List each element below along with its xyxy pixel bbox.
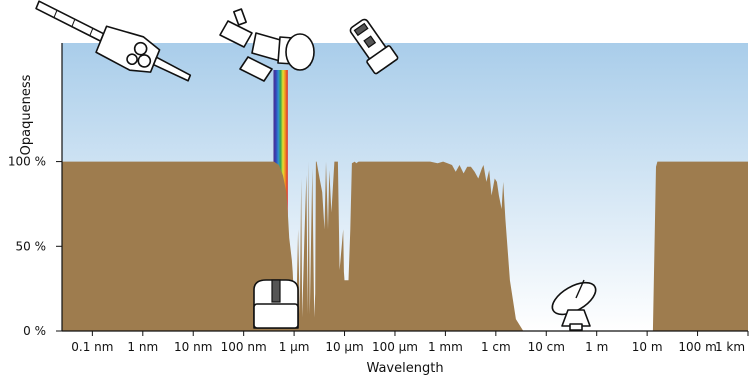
x-tick-label: 10 cm [528, 340, 565, 354]
x-tick-label: 1 nm [127, 340, 158, 354]
ground-optical-telescope-icon [253, 279, 299, 329]
y-tick-label: 0 % [23, 324, 46, 338]
x-tick-label: 100 µm [372, 340, 418, 354]
y-tick-label: 100 % [8, 155, 46, 169]
x-axis-ticks: 0.1 nm 1 nm 10 nm 100 nm 1 µm 10 µm 100 µm 1 mm… [71, 331, 749, 354]
x-tick-label: 1 mm [428, 340, 463, 354]
axes [61, 43, 748, 332]
infrared-satellite-icon [349, 18, 399, 75]
x-tick-label: 10 µm [325, 340, 363, 354]
x-tick-label: 100 nm [221, 340, 267, 354]
atmosphere-opacity-area [62, 161, 748, 331]
radio-dish-icon [551, 279, 597, 331]
x-tick-label: 0.1 nm [71, 340, 113, 354]
x-tick-label: 1 km [715, 340, 745, 354]
x-tick-label: 100 m [678, 340, 716, 354]
y-tick-label: 50 % [16, 239, 47, 253]
space-telescope-icon [219, 8, 315, 82]
x-tick-label: 1 m [585, 340, 608, 354]
y-axis-ticks: 0 % 50 % 100 % [8, 155, 62, 338]
x-tick-label: 10 nm [174, 340, 212, 354]
x-tick-label: 1 cm [481, 340, 511, 354]
y-axis-label: Opaqueness [19, 74, 34, 155]
x-ray-satellite-icon [35, 0, 192, 82]
x-axis-label: Wavelength [366, 361, 443, 376]
x-tick-label: 1 µm [279, 340, 310, 354]
x-tick-label: 10 m [632, 340, 663, 354]
